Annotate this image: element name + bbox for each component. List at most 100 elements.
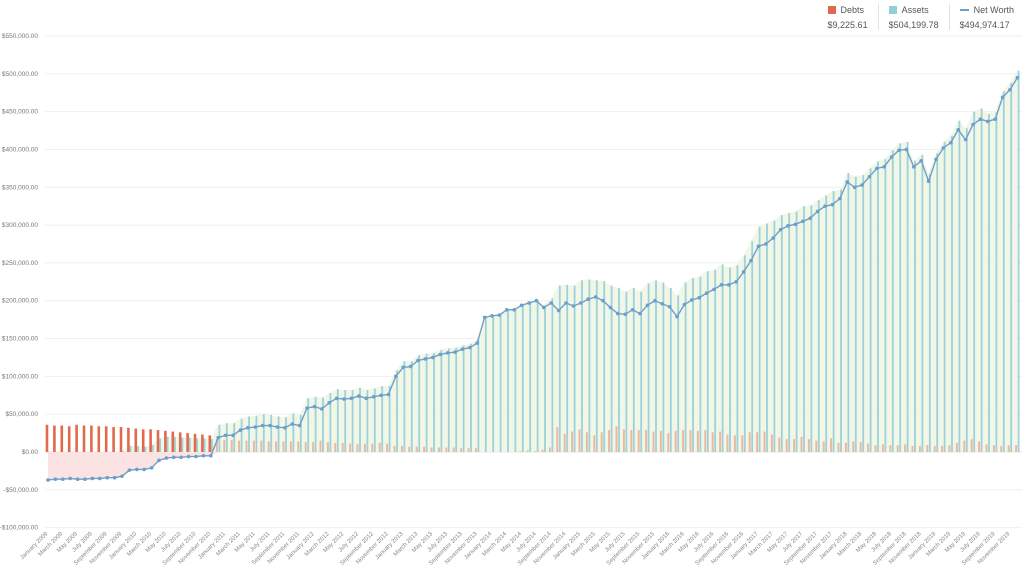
- debts-bar[interactable]: [260, 440, 263, 452]
- assets-bar[interactable]: [403, 361, 406, 452]
- assets-bar[interactable]: [988, 113, 990, 452]
- debts-bar[interactable]: [341, 442, 344, 452]
- assets-bar[interactable]: [174, 436, 176, 452]
- debts-bar[interactable]: [992, 445, 995, 452]
- net-worth-point[interactable]: [889, 155, 894, 159]
- assets-bar[interactable]: [211, 439, 213, 452]
- debts-bar[interactable]: [682, 430, 685, 452]
- assets-bar[interactable]: [684, 282, 687, 452]
- net-worth-point[interactable]: [1000, 95, 1005, 100]
- assets-bar[interactable]: [743, 255, 746, 452]
- assets-bar[interactable]: [958, 120, 961, 452]
- net-worth-point[interactable]: [445, 351, 450, 355]
- assets-bar[interactable]: [736, 265, 739, 452]
- net-worth-point[interactable]: [638, 311, 642, 316]
- debts-bar[interactable]: [378, 442, 381, 452]
- assets-bar[interactable]: [773, 220, 776, 452]
- net-worth-point[interactable]: [253, 425, 257, 429]
- net-worth-point[interactable]: [875, 166, 879, 171]
- debts-bar[interactable]: [563, 433, 566, 452]
- assets-bar[interactable]: [729, 267, 731, 452]
- net-worth-point[interactable]: [327, 401, 332, 405]
- assets-bar[interactable]: [714, 269, 717, 452]
- net-worth-point[interactable]: [379, 393, 383, 398]
- assets-bar[interactable]: [144, 446, 147, 452]
- assets-bar[interactable]: [825, 195, 828, 453]
- assets-bar[interactable]: [803, 206, 805, 452]
- assets-bar[interactable]: [521, 304, 524, 452]
- debts-bar[interactable]: [238, 440, 241, 452]
- assets-bar[interactable]: [951, 135, 953, 452]
- assets-bar[interactable]: [366, 389, 369, 452]
- assets-bar[interactable]: [840, 189, 842, 453]
- assets-bar[interactable]: [921, 154, 924, 452]
- debts-bar[interactable]: [223, 439, 226, 452]
- net-worth-point[interactable]: [978, 117, 983, 121]
- debts-bar[interactable]: [127, 427, 130, 452]
- debts-bar[interactable]: [911, 445, 914, 452]
- net-worth-point[interactable]: [231, 433, 235, 438]
- assets-bar[interactable]: [196, 438, 199, 452]
- assets-bar[interactable]: [418, 355, 421, 452]
- net-worth-point[interactable]: [512, 308, 516, 312]
- net-worth-point[interactable]: [357, 394, 361, 398]
- net-worth-point[interactable]: [675, 314, 679, 319]
- debts-bar[interactable]: [874, 445, 877, 452]
- assets-bar[interactable]: [551, 298, 554, 452]
- net-worth-point[interactable]: [371, 394, 376, 399]
- debts-bar[interactable]: [719, 431, 722, 452]
- debts-bar[interactable]: [430, 447, 433, 452]
- assets-bar[interactable]: [270, 414, 273, 452]
- debts-bar[interactable]: [171, 431, 175, 452]
- assets-bar[interactable]: [462, 345, 465, 452]
- assets-bar[interactable]: [514, 309, 517, 452]
- assets-bar[interactable]: [455, 347, 458, 452]
- debts-bar[interactable]: [245, 440, 248, 452]
- net-worth-point[interactable]: [342, 397, 346, 401]
- assets-bar[interactable]: [766, 223, 768, 452]
- assets-bar[interactable]: [225, 423, 228, 452]
- assets-bar[interactable]: [359, 387, 361, 452]
- net-worth-point[interactable]: [394, 374, 398, 379]
- net-worth-point[interactable]: [645, 303, 650, 308]
- net-worth-point[interactable]: [919, 159, 923, 163]
- net-worth-point[interactable]: [105, 475, 109, 480]
- assets-bar[interactable]: [166, 436, 169, 452]
- debts-bar[interactable]: [1007, 445, 1010, 452]
- net-worth-point[interactable]: [564, 301, 568, 305]
- net-worth-point[interactable]: [312, 404, 317, 409]
- net-worth-point[interactable]: [519, 303, 524, 308]
- net-worth-point[interactable]: [963, 137, 968, 142]
- assets-bar[interactable]: [973, 111, 976, 453]
- net-worth-point[interactable]: [83, 477, 87, 482]
- assets-bar[interactable]: [396, 370, 398, 452]
- debts-bar[interactable]: [696, 430, 699, 452]
- debts-bar[interactable]: [275, 441, 278, 452]
- debts-bar[interactable]: [689, 430, 692, 452]
- debts-bar[interactable]: [941, 445, 944, 452]
- assets-bar[interactable]: [706, 271, 709, 452]
- debts-bar[interactable]: [630, 430, 633, 452]
- net-worth-point[interactable]: [186, 454, 191, 459]
- net-worth-point[interactable]: [209, 453, 213, 458]
- net-worth-point[interactable]: [756, 244, 761, 249]
- assets-bar[interactable]: [122, 451, 125, 452]
- debts-bar[interactable]: [704, 430, 707, 452]
- net-worth-point[interactable]: [290, 422, 295, 426]
- net-worth-point[interactable]: [46, 478, 50, 482]
- debts-bar[interactable]: [363, 443, 366, 452]
- assets-bar[interactable]: [655, 280, 657, 452]
- debts-bar[interactable]: [90, 425, 93, 452]
- debts-bar[interactable]: [637, 430, 640, 452]
- assets-bar[interactable]: [277, 416, 280, 452]
- assets-bar[interactable]: [914, 160, 916, 453]
- net-worth-point[interactable]: [349, 396, 354, 401]
- debts-bar[interactable]: [282, 441, 285, 452]
- net-worth-point[interactable]: [808, 216, 812, 221]
- debts-bar[interactable]: [186, 433, 189, 452]
- debts-bar[interactable]: [608, 430, 611, 452]
- assets-bar[interactable]: [1017, 70, 1020, 453]
- debts-bar[interactable]: [652, 431, 655, 452]
- assets-bar[interactable]: [188, 437, 191, 452]
- assets-bar[interactable]: [847, 172, 850, 452]
